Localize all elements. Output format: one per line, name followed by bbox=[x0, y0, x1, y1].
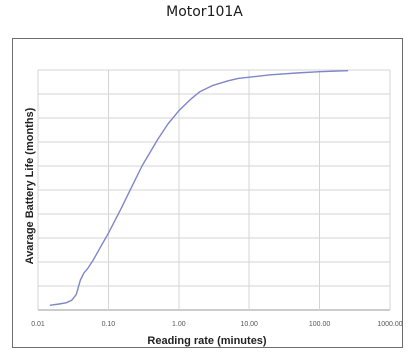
page-title: Motor101A bbox=[166, 4, 243, 20]
x-tick-label: 0.10 bbox=[102, 321, 116, 328]
tick-layer: 0.01 0.10 1.00 10.00 100.00 1000.00 bbox=[31, 321, 403, 328]
x-tick-label: 1.00 bbox=[172, 321, 186, 328]
x-axis-label: Reading rate (minutes) bbox=[147, 335, 267, 347]
series-layer bbox=[49, 70, 349, 306]
chart-frame bbox=[12, 38, 403, 348]
x-tick-label: 1000.00 bbox=[377, 321, 402, 328]
x-tick-label: 100.00 bbox=[309, 321, 331, 328]
y-axis-label: Avarage Battery Life (months) bbox=[24, 107, 36, 264]
x-tick-label: 10.00 bbox=[240, 321, 258, 328]
x-tick-label: 0.01 bbox=[31, 321, 45, 328]
grid-layer bbox=[37, 69, 391, 311]
battery-life-series-line bbox=[49, 70, 349, 306]
